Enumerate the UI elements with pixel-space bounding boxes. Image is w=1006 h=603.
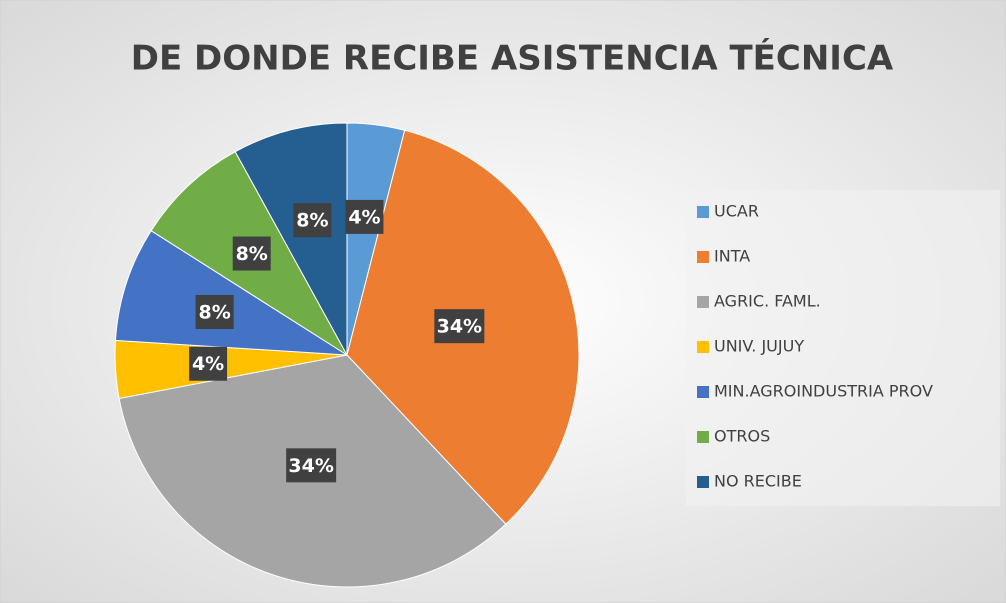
legend-swatch xyxy=(697,431,709,443)
data-label-box xyxy=(293,203,332,238)
data-label-box xyxy=(286,448,337,483)
data-label: 8% xyxy=(236,243,268,265)
legend-label: NO RECIBE xyxy=(714,472,802,491)
pie-slice xyxy=(114,229,348,356)
legend-label: AGRIC. FAML. xyxy=(714,292,821,311)
data-label-box xyxy=(232,236,271,271)
legend-swatch xyxy=(697,296,709,308)
legend-swatch xyxy=(697,386,709,398)
legend-box xyxy=(686,190,1000,506)
legend-label: OTROS xyxy=(714,427,770,446)
data-label: 4% xyxy=(192,353,224,375)
legend-swatch xyxy=(697,341,709,353)
data-label: 34% xyxy=(288,455,333,477)
data-label: 34% xyxy=(437,316,482,338)
data-label: 8% xyxy=(198,301,230,323)
pie-slice xyxy=(234,122,348,356)
data-label-box xyxy=(189,346,228,381)
legend-label: UCAR xyxy=(714,202,759,221)
chart-title: DE DONDE RECIBE ASISTENCIA TÉCNICA xyxy=(131,38,894,79)
legend-label: MIN.AGROINDUSTRIA PROV xyxy=(714,382,933,401)
legend-swatch xyxy=(697,251,709,263)
data-label: 4% xyxy=(348,206,380,228)
legend-label: INTA xyxy=(714,247,750,266)
legend-swatch xyxy=(697,206,709,218)
data-label: 8% xyxy=(296,210,328,232)
legend-swatch xyxy=(697,476,709,488)
legend-label: UNIV. JUJUY xyxy=(714,337,804,356)
data-label-box xyxy=(345,199,384,234)
data-label-box xyxy=(434,309,485,344)
data-label-box xyxy=(195,294,234,329)
